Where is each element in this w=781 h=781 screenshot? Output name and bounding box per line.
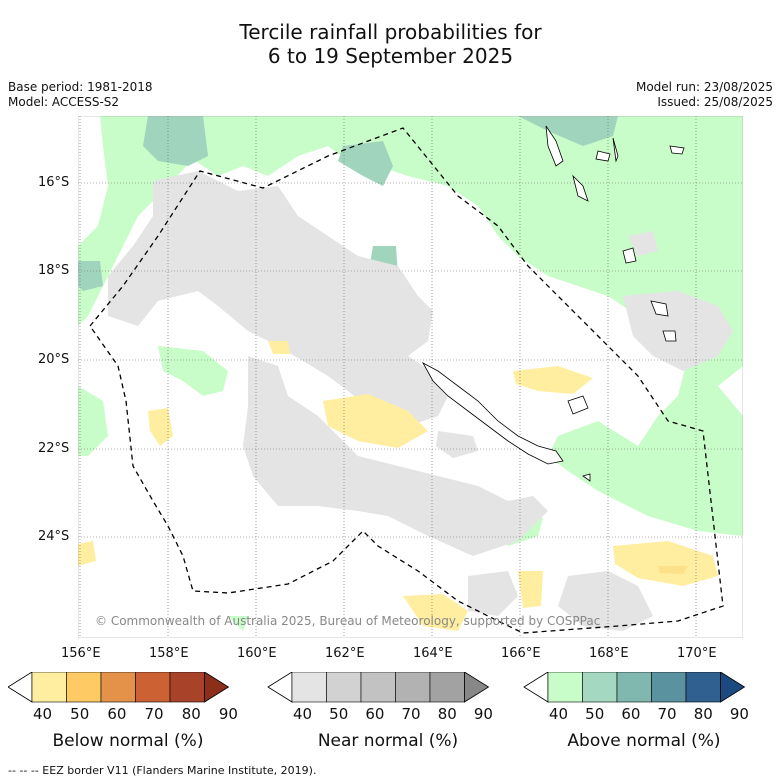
cb-tick: 40: [549, 705, 569, 723]
colorbar-label-above: Above normal (%): [567, 731, 721, 751]
colorbars: [8, 672, 746, 703]
lon-tick-160e: 160°E: [237, 646, 277, 661]
meta-left: Base period: 1981-2018 Model: ACCESS-S2: [8, 80, 153, 110]
colorbar-segment: [616, 672, 652, 703]
cb-tick: 90: [218, 705, 238, 723]
eez-border: [89, 127, 724, 634]
lon-tick-168e: 168°E: [589, 646, 629, 661]
lat-tick-20s: 20°S: [38, 352, 70, 367]
cb-tick: 50: [585, 705, 605, 723]
title-line-2: 6 to 19 September 2025: [267, 44, 514, 68]
map-title: Tercile rainfall probabilities for 6 to …: [0, 20, 781, 68]
colorbar-segment: [360, 672, 396, 703]
coastlines: [421, 125, 685, 482]
colorbar-segment: [651, 672, 687, 703]
cb-tick: 50: [70, 705, 90, 723]
meta-right: Model run: 23/08/2025 Issued: 25/08/2025: [636, 80, 773, 110]
colorbar-ticks-near: 40 50 60 70 80 90: [293, 705, 493, 723]
cb-tick: 80: [437, 705, 457, 723]
lon-tick-162e: 162°E: [325, 646, 365, 661]
below-normal-60-areas: [658, 566, 688, 574]
colorbar-segment: [582, 672, 618, 703]
model-run: Model run: 23/08/2025: [635, 80, 773, 94]
colorbar-segment: [100, 672, 136, 703]
colorbar-segment: [395, 672, 431, 703]
cb-tick: 60: [365, 705, 385, 723]
cb-tick: 60: [107, 705, 127, 723]
colorbar-segment: [547, 672, 583, 703]
colorbar-segment: [685, 672, 721, 703]
cb-tick: 40: [33, 705, 53, 723]
colorbar-max-arrow: [720, 672, 746, 703]
colorbar-below-normal: [8, 672, 230, 703]
colorbar-label-near: Near normal (%): [317, 731, 459, 751]
lon-tick-170e: 170°E: [677, 646, 717, 661]
lon-tick-156e: 156°E: [61, 646, 101, 661]
lat-tick-18s: 18°S: [38, 263, 70, 278]
cb-tick: 90: [729, 705, 749, 723]
cb-tick: 70: [657, 705, 677, 723]
lon-tick-158e: 158°E: [149, 646, 189, 661]
cb-tick: 70: [401, 705, 421, 723]
colorbar-ticks-below: 40 50 60 70 80 90: [33, 705, 238, 723]
colorbar-segment: [31, 672, 67, 703]
colorbar-max-arrow: [204, 672, 230, 703]
lat-tick-22s: 22°S: [38, 441, 70, 456]
cb-tick: 70: [144, 705, 164, 723]
copyright-notice: © Commonwealth of Australia 2025, Bureau…: [95, 614, 601, 628]
near-normal-areas: [108, 171, 733, 631]
cb-tick: 40: [293, 705, 313, 723]
cb-tick: 80: [181, 705, 201, 723]
forecast-map: [78, 116, 743, 638]
model-name: Model: ACCESS-S2: [8, 95, 120, 109]
colorbar-min-arrow: [523, 672, 549, 703]
issued-date: Issued: 25/08/2025: [657, 95, 773, 109]
lon-tick-164e: 164°E: [413, 646, 453, 661]
title-line-1: Tercile rainfall probabilities for: [239, 20, 542, 44]
colorbar-max-arrow: [464, 672, 490, 703]
colorbar-ticks-above: 40 50 60 70 80 90: [549, 705, 749, 723]
colorbar-segment: [326, 672, 362, 703]
cb-tick: 50: [329, 705, 349, 723]
colorbar-segment: [429, 672, 465, 703]
colorbar-near-normal: [267, 672, 490, 703]
colorbar-segment: [169, 672, 205, 703]
colorbar-segment: [291, 672, 327, 703]
colorbar-segment: [66, 672, 102, 703]
gridlines: [78, 116, 743, 638]
colorbar-above-normal: [523, 672, 746, 703]
cb-tick: 60: [621, 705, 641, 723]
lat-tick-24s: 24°S: [38, 529, 70, 544]
colorbar-min-arrow: [267, 672, 293, 703]
colorbar-segment: [135, 672, 171, 703]
lon-tick-166e: 166°E: [501, 646, 541, 661]
colorbar-label-below: Below normal (%): [52, 731, 204, 751]
base-period: Base period: 1981-2018: [8, 80, 153, 94]
cb-tick: 90: [473, 705, 493, 723]
eez-legend-footer: -- -- -- EEZ border V11 (Flanders Marine…: [8, 764, 317, 777]
colorbar-min-arrow: [8, 672, 33, 703]
lat-tick-16s: 16°S: [38, 175, 70, 190]
below-normal-areas: [78, 341, 718, 631]
cb-tick: 80: [693, 705, 713, 723]
